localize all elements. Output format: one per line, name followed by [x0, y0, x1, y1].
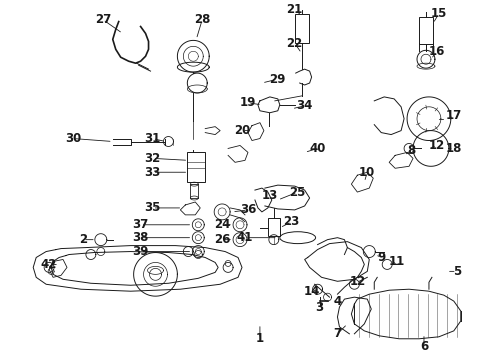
Text: 15: 15 [430, 7, 446, 20]
Text: 23: 23 [283, 215, 299, 228]
Text: 10: 10 [359, 166, 375, 179]
Text: 20: 20 [233, 124, 250, 137]
Text: 3: 3 [315, 301, 323, 314]
Text: 27: 27 [95, 13, 111, 26]
Text: 1: 1 [255, 332, 264, 345]
Text: 19: 19 [239, 96, 256, 109]
Text: 42: 42 [41, 258, 57, 271]
Bar [418, 17, 432, 44]
Text: 24: 24 [214, 218, 230, 231]
Text: 5: 5 [452, 265, 460, 278]
Text: 11: 11 [388, 255, 405, 268]
Text: 41: 41 [236, 231, 253, 244]
Text: 22: 22 [286, 37, 302, 50]
Text: 14: 14 [303, 285, 319, 298]
Text: 2: 2 [79, 233, 87, 246]
Text: 9: 9 [376, 251, 385, 264]
Text: 33: 33 [144, 166, 161, 179]
Text: 29: 29 [269, 73, 285, 86]
Text: 25: 25 [289, 185, 305, 199]
Text: 28: 28 [194, 13, 210, 26]
Text: 12: 12 [428, 139, 444, 152]
Text: 8: 8 [406, 144, 414, 157]
Text: 34: 34 [296, 99, 312, 112]
Bar [267, 218, 279, 236]
Text: 4: 4 [333, 294, 341, 307]
Text: 18: 18 [445, 142, 461, 155]
Text: 37: 37 [132, 218, 148, 231]
Text: 31: 31 [144, 132, 161, 145]
Text: 16: 16 [428, 45, 444, 58]
Text: 12: 12 [348, 275, 365, 288]
Bar [294, 14, 308, 43]
Text: 26: 26 [214, 233, 230, 246]
Text: 13: 13 [261, 189, 277, 202]
Text: 17: 17 [445, 109, 461, 122]
Text: 40: 40 [309, 142, 325, 155]
Text: 32: 32 [144, 152, 161, 165]
Text: 6: 6 [419, 340, 427, 353]
Bar [190, 184, 198, 198]
Text: 30: 30 [65, 132, 81, 145]
Text: 36: 36 [239, 203, 256, 216]
Text: 38: 38 [132, 231, 148, 244]
Text: 21: 21 [286, 3, 302, 16]
Bar [187, 152, 205, 182]
Text: 35: 35 [144, 202, 161, 215]
Text: 7: 7 [333, 327, 341, 340]
Text: 39: 39 [132, 245, 148, 258]
